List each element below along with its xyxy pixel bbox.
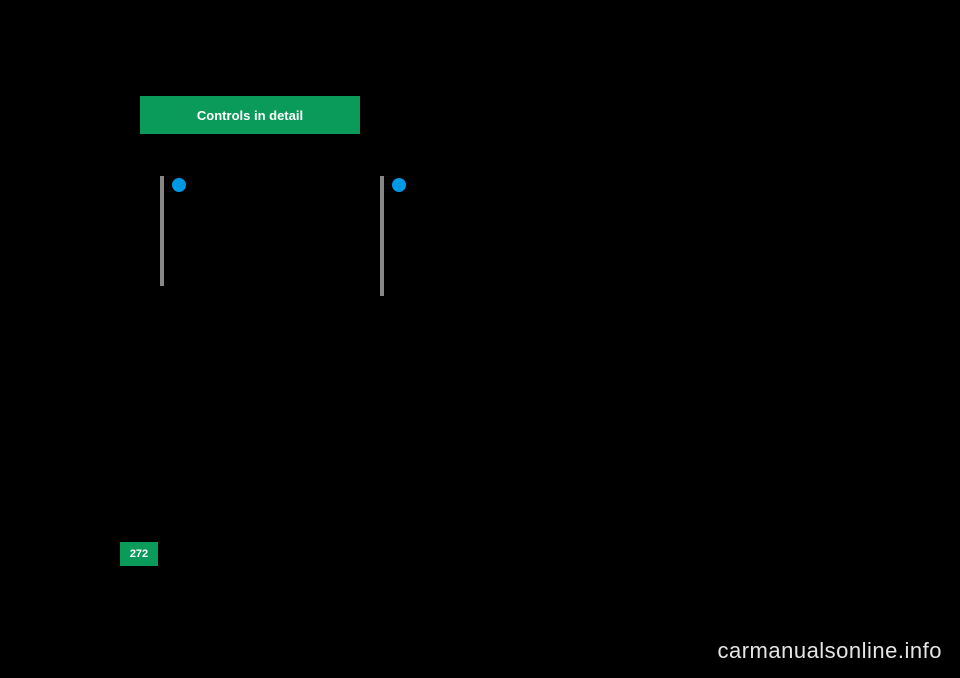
note-block-2 [380, 176, 590, 296]
note-content-2 [392, 176, 590, 296]
info-icon [392, 178, 406, 192]
page-number: 272 [130, 548, 148, 560]
note-bar [380, 176, 384, 296]
section-header-bar: Controls in detail [140, 96, 360, 134]
page-number-badge: 272 [120, 542, 158, 566]
note-content-1 [172, 176, 370, 286]
note-bar [160, 176, 164, 286]
note-block-1 [160, 176, 370, 286]
manual-page: Controls in detail 272 [120, 96, 840, 576]
info-icon [172, 178, 186, 192]
watermark: carmanualsonline.info [717, 638, 942, 664]
section-header-title: Controls in detail [197, 108, 303, 123]
column-2 [380, 176, 590, 296]
column-1 [160, 176, 370, 286]
